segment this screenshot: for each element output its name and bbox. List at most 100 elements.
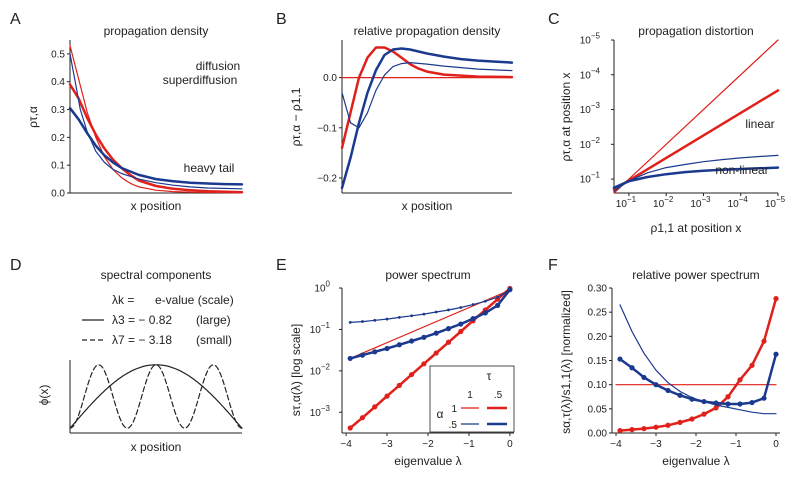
data-point-F-1 [617,427,623,434]
y-tick-label-C: 10−4 [580,66,601,81]
series-line-C-2 [613,154,779,192]
y-tick-label-A: 0.5 [51,49,65,60]
y-tick-label-A: 0.4 [51,77,65,88]
data-point-F-3 [677,392,683,398]
data-point-F-1 [737,377,743,383]
data-point-E-2 [410,314,414,318]
legend-box-E [429,365,515,433]
data-point-E-3 [495,302,501,308]
data-point-F-3 [617,356,623,362]
data-point-F-3 [773,351,779,357]
spectral-curve-λ7 [69,364,243,429]
data-point-F-1 [701,411,707,417]
y-tick-label-E: 10−2 [310,362,331,377]
data-point-E-3 [384,345,390,352]
x-tick-label-C: 10−1 [616,195,637,210]
data-point-F-3 [665,387,671,394]
y-tick-label-C: 10−2 [580,136,601,151]
y-tick-label-A: 0.0 [51,189,65,200]
y-tick-label-F: 0.20 [588,332,608,343]
series-line-A-3 [68,106,244,186]
series-line-A-0 [69,44,243,194]
y-tick-label-C: 10−3 [580,101,601,116]
data-point-F-1 [761,338,767,344]
annotation-linear: linear [745,117,774,131]
data-point-F-3 [701,398,707,405]
y-tick-label-F: 0.05 [588,404,608,415]
data-point-E-1 [445,339,452,345]
x-tick-label-E: −4 [340,439,352,450]
series-line-C-3 [612,166,780,190]
series-line-F-2 [619,304,777,415]
y-axis-label-F: sα,τ(λ)/s1,1(λ) [normalized] [559,290,573,434]
data-point-E-1 [372,404,378,410]
annotation-superdiffusion: superdiffusion [163,73,238,87]
y-tick-label-E: 10−1 [310,321,331,336]
data-point-E-1 [409,371,415,378]
y-tick-label-E: 10−3 [310,404,331,419]
data-point-E-2 [483,299,487,303]
chart-title-E: power spectrum [385,268,470,282]
y-tick-label-B: 0.0 [323,73,337,84]
annotation-heavy-tail: heavy tail [184,161,235,175]
y-axis-label-A: ρτ,α [26,106,40,128]
series-line-B-2 [341,61,513,129]
panel-letter-C: C [548,11,560,28]
data-point-E-2 [361,320,364,323]
data-point-E-3 [507,287,513,293]
data-point-E-2 [397,316,401,319]
panel-letter-D: D [10,257,22,274]
y-tick-label-F: 0.25 [588,308,608,319]
x-tick-label-C: 10−2 [653,195,674,210]
y-tick-label-B: −0.1 [317,123,337,134]
chart-title-C: propagation distortion [638,24,753,38]
spectral-curve-λ3 [69,364,243,429]
data-point-F-3 [653,382,659,388]
x-axis-label-E: eigenvalue λ [394,454,461,468]
data-point-E-2 [348,320,352,324]
chart-title-D: spectral components [101,268,212,282]
x-axis-label-B: x position [402,199,453,213]
data-point-E-3 [409,338,415,344]
x-tick-label-E: −2 [422,439,434,450]
data-point-F-3 [641,374,647,381]
data-point-F-1 [641,426,647,432]
x-tick-label-F: 0 [773,439,779,450]
y-tick-label-F: 0.00 [588,429,608,440]
x-tick-label-F: −4 [610,439,622,450]
data-point-F-1 [629,427,635,433]
x-tick-label-E: −3 [381,439,393,450]
data-point-E-2 [373,318,377,322]
series-line-B-1 [340,46,514,150]
y-axis-label-C: ρτ,α at position x [559,72,573,161]
legend-desc-lambda-7: (small) [196,333,232,347]
y-tick-label-F: 0.10 [588,380,608,391]
y-tick-label-B: −0.2 [317,173,337,184]
data-point-F-1 [689,416,695,422]
data-point-E-1 [421,361,427,367]
panel-letter-F: F [548,257,558,274]
legend-desc-lambda-3: (large) [196,313,231,327]
data-point-E-1 [347,425,353,431]
y-tick-label-F: 0.30 [588,284,608,295]
data-point-E-1 [359,415,366,421]
panel-letter-E: E [276,257,287,274]
x-axis-label-F: eigenvalue λ [662,454,729,468]
legend-col-1: 1 [467,390,473,401]
annotation-non-linear: non-linear [715,163,768,177]
y-tick-label-A: 0.1 [51,161,65,172]
data-point-E-1 [458,328,464,335]
legend-col-.5: .5 [494,390,503,401]
y-axis-label-B: ρτ,α − ρ1,1 [289,87,303,146]
x-axis-label-A: x position [131,199,182,213]
data-point-F-1 [773,296,779,302]
data-point-F-3 [725,401,731,407]
series-line-A-2 [69,53,243,190]
y-tick-label-A: 0.2 [51,133,65,144]
data-point-E-2 [471,303,475,306]
x-tick-label-F: −2 [690,439,702,450]
x-tick-label-C: 10−3 [690,195,711,210]
data-point-F-1 [677,419,683,425]
data-point-F-3 [737,401,743,407]
